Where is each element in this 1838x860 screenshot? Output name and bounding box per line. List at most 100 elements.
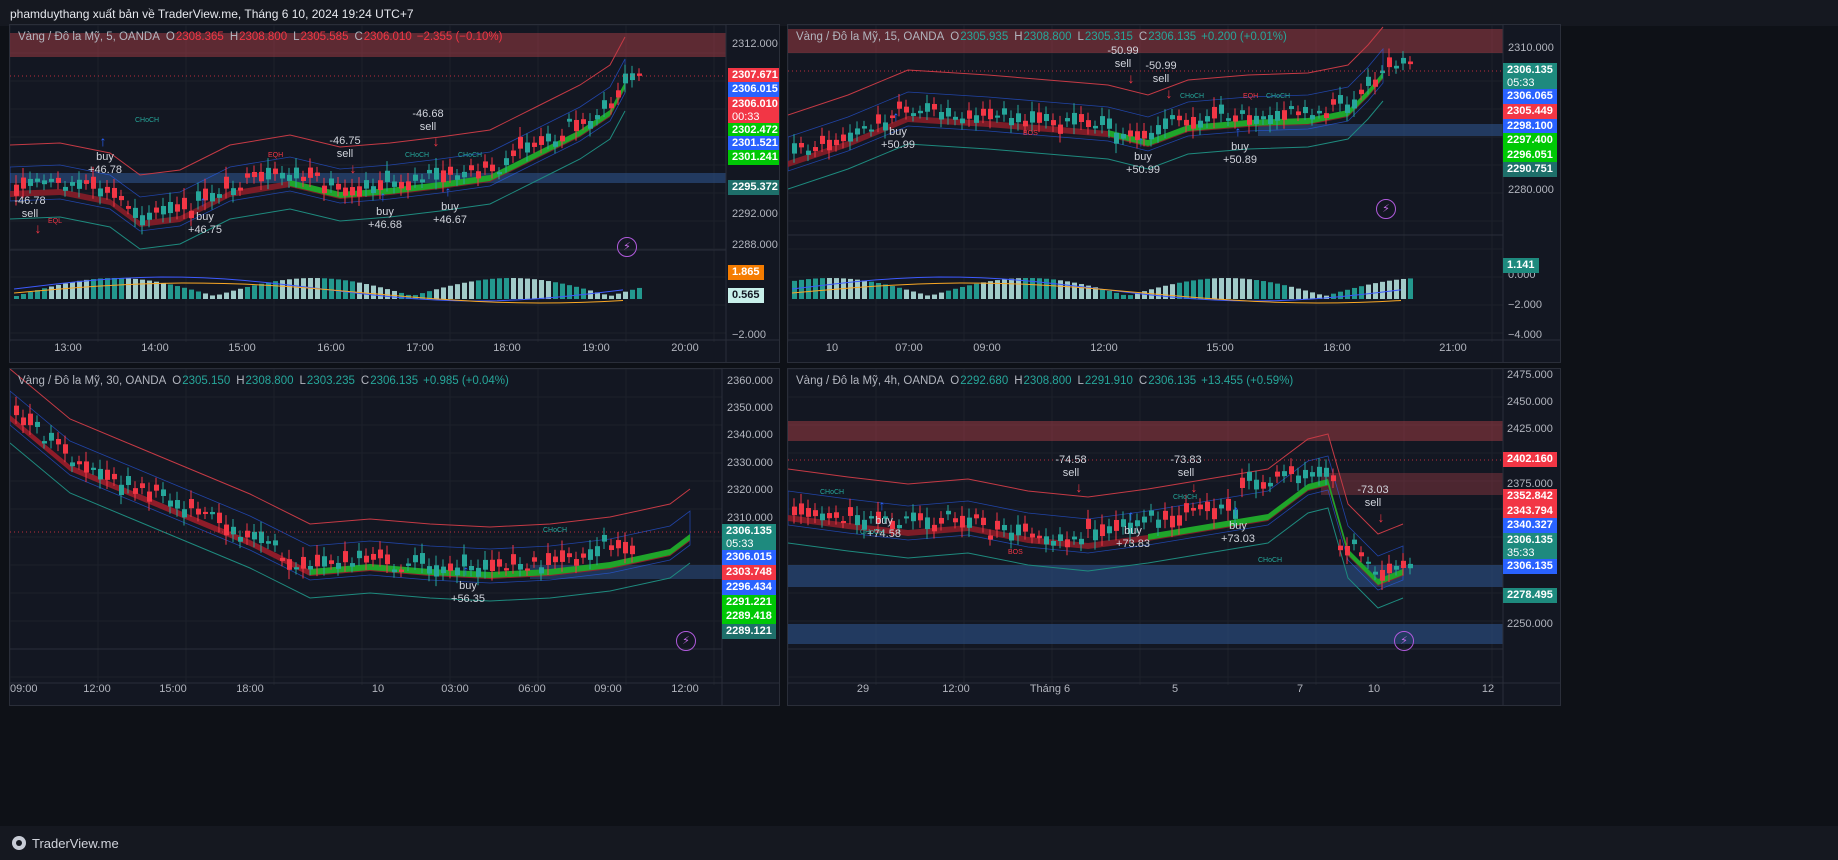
trend-ribbon bbox=[788, 480, 1403, 586]
macd-bar bbox=[1051, 279, 1056, 299]
macd-bar bbox=[161, 282, 166, 299]
buy-signal: ↑ buy+73.83 bbox=[1116, 507, 1150, 550]
macd-bar bbox=[1107, 290, 1112, 299]
brand-logo[interactable]: TraderView.me bbox=[12, 836, 119, 851]
time-axis-tick: 10 bbox=[826, 342, 838, 354]
candle bbox=[623, 541, 628, 554]
close-value: 2306.135 bbox=[370, 375, 419, 387]
chart-panel-5m[interactable]: ↓ sell -46.78 ↑ buy +46.78 ↑ buy +46.75 ↓ sell -46.… bbox=[9, 24, 780, 363]
macd-bar bbox=[441, 287, 446, 299]
candle bbox=[1198, 504, 1203, 510]
candle bbox=[98, 468, 103, 480]
candle bbox=[1366, 76, 1371, 86]
lightning-icon[interactable]: ⚡ bbox=[1394, 631, 1414, 651]
candle bbox=[1359, 552, 1364, 557]
chart-panel-15m[interactable]: ↑ buy +50.99 ↓ sell -50.99 ↓ sell -50.99 ↑ buy +50.… bbox=[787, 24, 1561, 363]
candle bbox=[595, 115, 600, 120]
candle bbox=[147, 491, 152, 502]
macd-bar bbox=[1170, 284, 1175, 299]
time-axis-tick: 19:00 bbox=[582, 342, 610, 354]
symbol-legend[interactable]: Vàng / Đô la Mỹ, 30, OANDA O2305.150 H2308… bbox=[18, 375, 509, 387]
macd-bar bbox=[126, 278, 131, 299]
low-value: 2305.585 bbox=[300, 31, 349, 43]
signal-kind: buy bbox=[441, 201, 459, 213]
chart-canvas[interactable]: ↑buy+50.99↓sell-50.99↓sell-50.99↑buy+50.… bbox=[788, 25, 1560, 362]
candle bbox=[1086, 120, 1091, 128]
chart-canvas[interactable]: ↓sell-46.78↑buy+46.78↑buy+46.75↓sell-46.… bbox=[10, 25, 779, 362]
macd-bar bbox=[455, 284, 460, 299]
symbol-legend[interactable]: Vàng / Đô la Mỹ, 5, OANDA O2308.365 H2308.… bbox=[18, 31, 503, 43]
symbol-legend[interactable]: Vàng / Đô la Mỹ, 4h, OANDA O2292.680 H2308… bbox=[796, 375, 1294, 387]
chart-panel-4h[interactable]: ↑ buy +74.58 ↓ sell -74.58 ↓ sell -73.83 ↑ buy +73.… bbox=[787, 368, 1561, 706]
chart-canvas[interactable]: ↑buy+74.58↓sell-74.58↓sell-73.83↑buy+73.… bbox=[788, 369, 1560, 705]
structure-marker: CHoCH bbox=[1180, 93, 1204, 100]
candle bbox=[1198, 120, 1203, 128]
macd-bar bbox=[259, 283, 264, 299]
candle bbox=[483, 161, 488, 168]
macd-bar bbox=[574, 286, 579, 299]
macd-bar bbox=[84, 279, 89, 299]
upper-envelope bbox=[10, 369, 691, 528]
candle bbox=[1331, 475, 1336, 482]
candle bbox=[490, 164, 495, 172]
candle bbox=[133, 207, 138, 218]
candle bbox=[1191, 507, 1196, 511]
macd-bar bbox=[469, 281, 474, 299]
candle bbox=[1030, 111, 1035, 123]
macd-bar bbox=[876, 282, 881, 299]
lightning-icon[interactable]: ⚡ bbox=[617, 237, 637, 257]
candle bbox=[287, 174, 292, 181]
arrow-up-icon: ↑ bbox=[879, 497, 886, 513]
macd-bar bbox=[581, 288, 586, 299]
symbol-legend[interactable]: Vàng / Đô la Mỹ, 15, OANDA O2305.935 H2308… bbox=[796, 31, 1287, 43]
change-value: +0.985 (+0.04%) bbox=[423, 375, 509, 387]
candle bbox=[14, 184, 19, 196]
macd-bar bbox=[1359, 286, 1364, 299]
candle bbox=[336, 183, 341, 190]
macd-bar bbox=[238, 288, 243, 299]
publish-header: phamduythang xuất bản về TraderView.me, … bbox=[0, 0, 1838, 26]
time-axis-tick: 15:00 bbox=[159, 683, 187, 695]
macd-bar bbox=[224, 292, 229, 299]
high-value: 2308.800 bbox=[239, 31, 288, 43]
symbol-name[interactable]: Vàng / Đô la Mỹ, 30, OANDA bbox=[18, 375, 167, 387]
price-axis-tick: 2360.000 bbox=[727, 375, 773, 387]
candle bbox=[224, 176, 229, 189]
lightning-icon[interactable]: ⚡ bbox=[676, 631, 696, 651]
sell-signal: ↓sell-46.75 bbox=[329, 135, 360, 176]
candle bbox=[904, 516, 909, 519]
macd-bar bbox=[497, 278, 502, 299]
symbol-name[interactable]: Vàng / Đô la Mỹ, 4h, OANDA bbox=[796, 375, 945, 387]
candle bbox=[623, 73, 628, 84]
chart-canvas[interactable]: ↑ buy+56.35 CHoCH 2360.000 2350.000 2340.000 2… bbox=[10, 369, 779, 705]
candle bbox=[1149, 132, 1154, 140]
macd-bar bbox=[616, 293, 621, 299]
arrow-down-icon: ↓ bbox=[433, 133, 440, 149]
macd-bar bbox=[217, 294, 222, 299]
signal-kind: buy bbox=[1134, 151, 1152, 163]
price-axis-tick: −2.000 bbox=[732, 329, 766, 341]
macd-bar bbox=[953, 288, 958, 299]
buy-signal: ↑ buy+73.03 bbox=[1221, 502, 1255, 545]
structure-marker: EQL bbox=[48, 218, 62, 225]
macd-bar bbox=[189, 289, 194, 299]
candle bbox=[315, 172, 320, 176]
signal-kind: buy bbox=[875, 515, 893, 527]
footer: TraderView.me bbox=[0, 826, 1838, 860]
candle bbox=[1114, 519, 1119, 531]
symbol-name[interactable]: Vàng / Đô la Mỹ, 15, OANDA bbox=[796, 31, 945, 43]
symbol-name[interactable]: Vàng / Đô la Mỹ, 5, OANDA bbox=[18, 31, 160, 43]
candle bbox=[357, 550, 362, 559]
price-axis-tick: 2250.000 bbox=[1507, 618, 1553, 630]
candle bbox=[140, 483, 145, 489]
candle bbox=[1282, 471, 1287, 477]
macd-bar bbox=[1072, 282, 1077, 299]
candle bbox=[1387, 57, 1392, 68]
time-axis-tick: 7 bbox=[1297, 683, 1303, 695]
candle bbox=[1310, 115, 1315, 120]
price-tag: 2301.241 bbox=[728, 150, 779, 165]
candle bbox=[911, 512, 916, 522]
chart-panel-30m[interactable]: ↑ buy +56.35 CHoCH 2360.000 2350.000 2340.000 2… bbox=[9, 368, 780, 706]
lightning-icon[interactable]: ⚡ bbox=[1376, 199, 1396, 219]
buy-signal: ↑ buy+50.99 bbox=[1126, 133, 1160, 176]
